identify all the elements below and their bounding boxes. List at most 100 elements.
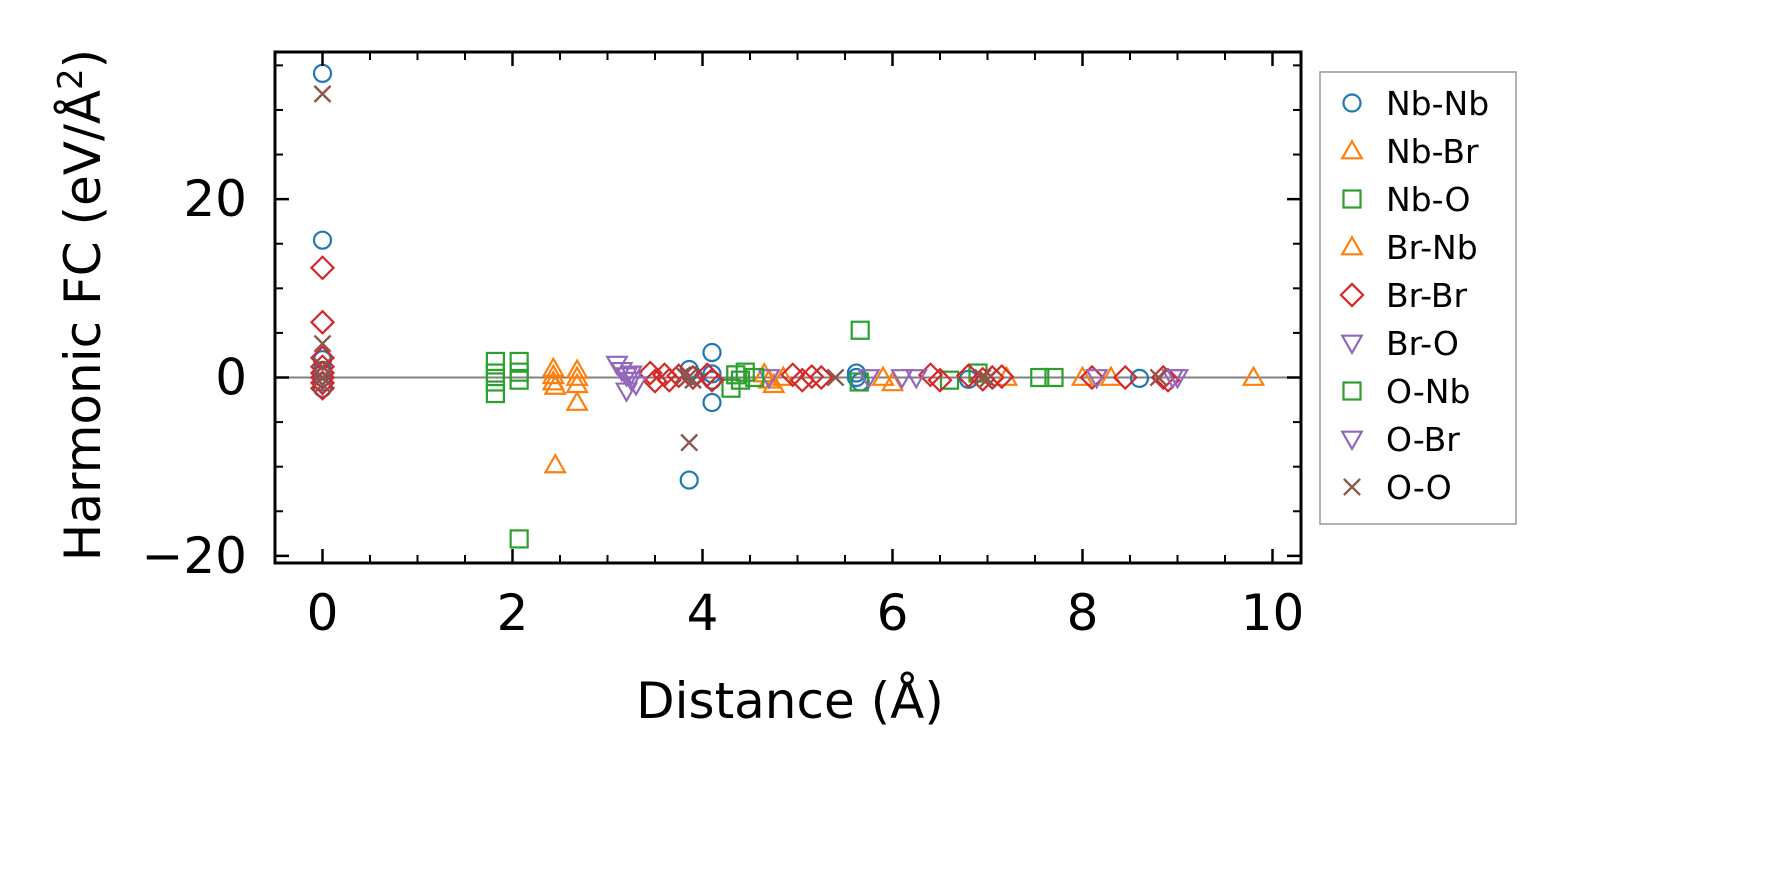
x-tick-label: 0 <box>307 584 339 642</box>
point-br-br <box>309 309 336 335</box>
point-br-br <box>799 364 825 390</box>
point-o-o <box>978 370 997 389</box>
point-nb-o <box>485 351 505 372</box>
legend-marker-nb-nb <box>1342 93 1362 113</box>
legend-label-nb-nb: Nb-Nb <box>1386 84 1489 123</box>
point-nb-nb <box>702 342 722 363</box>
y-axis-title: Harmonic FC (eV/Å2) <box>51 49 112 561</box>
legend-marker-o-br <box>1340 430 1364 451</box>
point-o-o <box>313 84 332 103</box>
point-br-br <box>309 255 336 281</box>
series-nb-o <box>485 320 1064 549</box>
point-nb-o <box>939 370 960 390</box>
y-tick-label: 20 <box>183 170 247 228</box>
point-br-o <box>1085 369 1109 390</box>
point-br-br <box>1079 364 1105 391</box>
legend-label-nb-br: Nb-Br <box>1386 132 1479 171</box>
point-br-br <box>656 367 682 393</box>
point-br-o <box>619 371 643 393</box>
legend-marker-nb-o <box>1342 189 1362 209</box>
point-br-br <box>789 367 815 393</box>
x-tick-label: 8 <box>1067 584 1099 642</box>
point-nb-br <box>543 374 567 395</box>
point-br-o <box>614 382 639 403</box>
point-nb-o <box>1030 367 1050 388</box>
x-tick-label: 6 <box>877 584 909 642</box>
x-tick-label: 2 <box>497 584 529 642</box>
point-nb-nb <box>312 372 333 392</box>
point-nb-br <box>880 370 905 392</box>
x-axis-title: Distance (Å) <box>636 672 944 730</box>
point-br-o <box>610 361 634 383</box>
legend-marker-br-nb <box>1340 235 1364 256</box>
point-o-o <box>826 368 845 387</box>
point-o-o <box>313 368 332 387</box>
point-br-br <box>309 345 336 371</box>
point-nb-br <box>541 363 566 385</box>
y-tick-label: 0 <box>215 349 247 407</box>
point-br-o <box>890 369 914 390</box>
point-nb-br <box>1070 365 1095 386</box>
point-nb-o <box>485 383 505 404</box>
point-nb-br <box>543 452 567 474</box>
point-o-br <box>1161 369 1185 390</box>
series-o-o <box>313 84 1168 452</box>
point-nb-o <box>850 320 870 340</box>
point-o-o <box>674 365 693 384</box>
point-nb-br <box>762 372 786 394</box>
x-tick-label: 10 <box>1241 584 1305 642</box>
point-o-o <box>313 375 332 394</box>
legend-marker-o-nb <box>1342 381 1362 401</box>
point-o-o <box>684 371 702 390</box>
point-br-br <box>808 364 834 391</box>
point-nb-nb <box>679 470 699 490</box>
legend-label-nb-o: Nb-O <box>1386 180 1470 219</box>
point-br-o <box>619 365 643 386</box>
point-o-o <box>679 368 698 387</box>
point-nb-nb <box>312 230 333 250</box>
legend-marker-o-o <box>1343 478 1361 496</box>
point-o-o <box>973 368 992 387</box>
point-o-o <box>1149 368 1168 387</box>
point-nb-nb <box>312 63 333 84</box>
point-o-o <box>680 433 699 452</box>
point-br-o <box>857 369 881 390</box>
axes: 0 2 4 6 8 10 −20 0 20 <box>141 50 1305 642</box>
point-nb-br <box>771 365 795 386</box>
point-br-br <box>927 367 953 393</box>
legend-marker-br-o <box>1340 334 1364 355</box>
series-o-br <box>1161 369 1185 390</box>
data-markers <box>309 63 1266 549</box>
point-nb-o <box>509 370 529 390</box>
legend-marker-br-br <box>1339 282 1365 308</box>
y-tick-label: −20 <box>141 527 247 585</box>
point-o-o <box>313 334 332 353</box>
point-nb-nb <box>846 367 867 388</box>
legend-label-o-br: O-Br <box>1386 420 1460 459</box>
plot-frame <box>273 50 1303 565</box>
point-nb-o <box>509 529 529 549</box>
point-nb-br <box>565 365 589 386</box>
legend-label-br-nb: Br-Nb <box>1386 228 1478 267</box>
y-axis-title-main: Harmonic FC (eV/Å <box>54 90 112 561</box>
point-nb-br <box>871 365 895 386</box>
point-nb-nb <box>702 392 722 413</box>
series-o-nb <box>745 367 765 388</box>
point-nb-o <box>849 372 869 392</box>
y-axis-title-close: ) <box>54 49 112 69</box>
point-nb-o <box>1044 367 1064 388</box>
legend: Nb-Nb Nb-Br Nb-O Br-Nb Br-Br Br-O O-Nb O-Br O-O <box>1319 71 1517 525</box>
y-axis-title-superscript: 2 <box>51 68 91 90</box>
point-nb-br <box>565 358 589 379</box>
point-br-br <box>1112 364 1138 391</box>
point-nb-br <box>565 390 589 411</box>
x-tick-label: 4 <box>687 584 719 642</box>
point-nb-nb <box>1129 368 1150 388</box>
legend-label-br-br: Br-Br <box>1386 276 1467 315</box>
point-br-br <box>699 367 725 393</box>
point-br-nb <box>1241 365 1266 386</box>
point-nb-nb <box>312 378 333 398</box>
legend-label-o-o: O-O <box>1386 468 1452 507</box>
point-o-nb <box>745 367 765 388</box>
